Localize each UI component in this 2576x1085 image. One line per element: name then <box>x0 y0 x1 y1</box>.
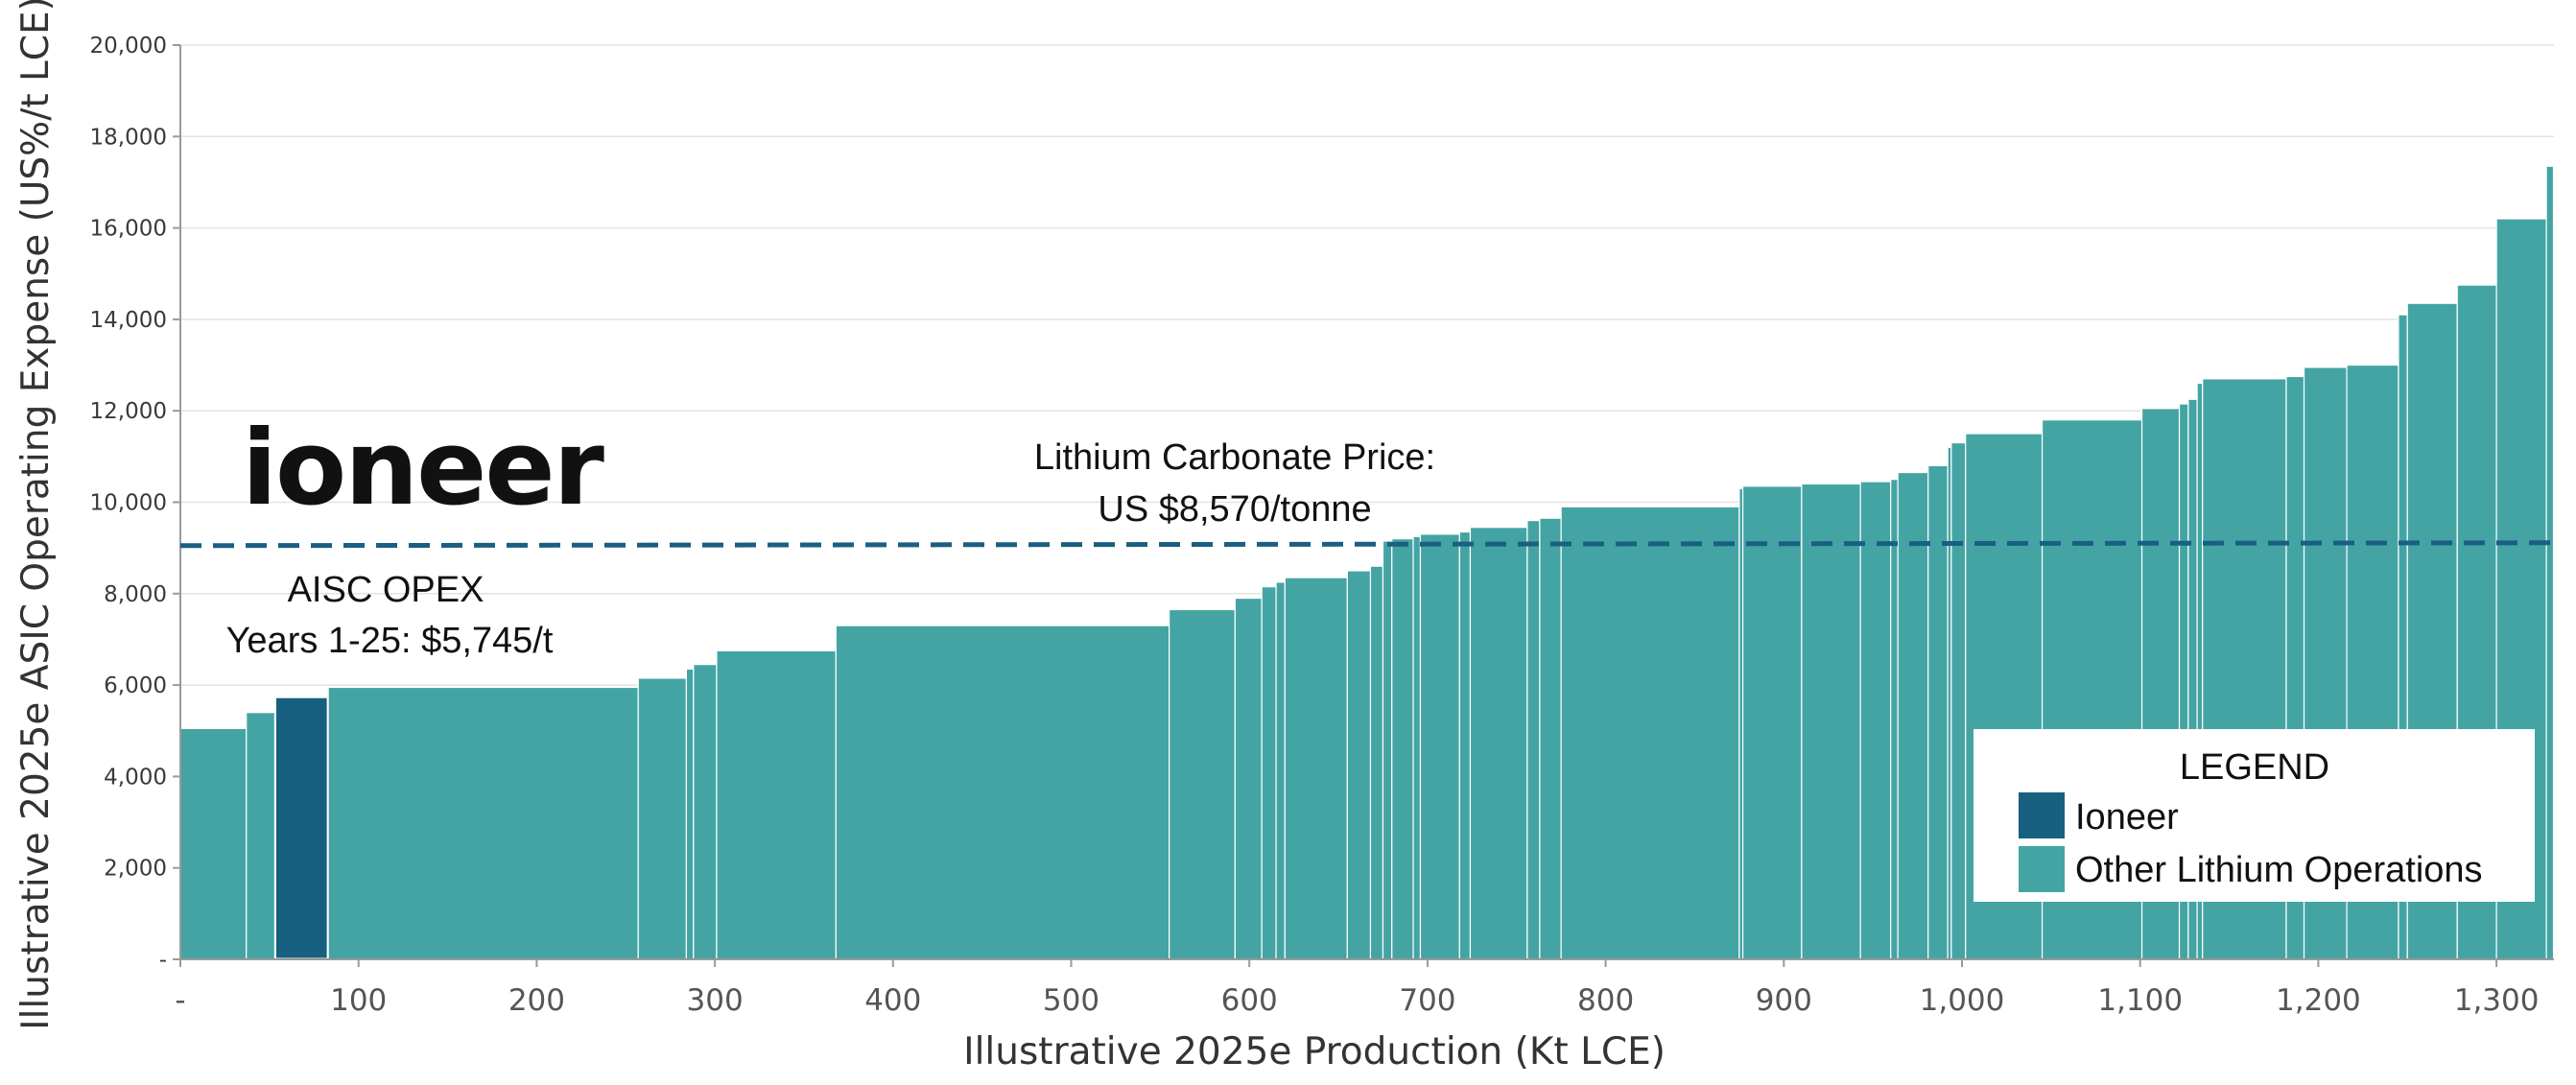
bar-other-21 <box>1526 519 1541 960</box>
bar-other-13 <box>1346 570 1372 960</box>
x-tick-label-12: 1,200 <box>2276 983 2361 1018</box>
bar-other-10 <box>1261 586 1277 960</box>
legend-title: LEGEND <box>2180 747 2329 788</box>
y-tick-label-0: - <box>159 948 167 973</box>
x-tick-label-2: 200 <box>508 983 565 1018</box>
x-tick-label-9: 900 <box>1756 983 1812 1018</box>
x-tick-label-3: 300 <box>687 983 744 1018</box>
y-tick-label-2: 4,000 <box>104 765 167 790</box>
bar-other-17 <box>1412 535 1422 960</box>
legend-label-ioneer: Ioneer <box>2075 797 2179 837</box>
ioneer-aisc-label-line1: AISC OPEX <box>288 570 484 610</box>
bar-other-29 <box>1897 471 1929 960</box>
x-tick-labels: - 100 200 300 400 500 600 700 800 900 1,000 1,100 1,… <box>175 959 2539 1018</box>
legend-box <box>1973 729 2535 902</box>
legend: LEGEND Ioneer Other Lithium Operations <box>1973 729 2535 902</box>
bar-other-11 <box>1275 581 1286 960</box>
bar-other-2 <box>327 686 639 960</box>
bars-group <box>179 165 2555 961</box>
y-tick-labels: - 2,000 4,000 6,000 8,000 10,000 12,000 14,000 1… <box>90 34 180 973</box>
x-tick-label-7: 700 <box>1399 983 1455 1018</box>
bar-other-20 <box>1469 527 1528 960</box>
bar-other-30 <box>1927 464 1949 960</box>
legend-swatch-other <box>2019 846 2065 892</box>
x-tick-label-1: 100 <box>330 983 387 1018</box>
bar-other-3 <box>637 677 687 960</box>
bar-other-5 <box>693 664 718 960</box>
bar-other-27 <box>1859 481 1892 960</box>
x-tick-label-5: 500 <box>1043 983 1099 1018</box>
bar-other-16 <box>1391 538 1414 960</box>
bar-other-14 <box>1369 565 1384 960</box>
y-axis-title: Illustrative 2025e ASIC Operating Expens… <box>14 0 58 1030</box>
y-tick-label-6: 12,000 <box>90 399 167 424</box>
x-tick-label-4: 400 <box>864 983 921 1018</box>
x-tick-label-10: 1,000 <box>1920 983 2005 1018</box>
y-tick-label-4: 8,000 <box>104 582 167 607</box>
y-tick-label-3: 6,000 <box>104 673 167 698</box>
x-axis-title: Illustrative 2025e Production (Kt LCE) <box>963 1030 1666 1073</box>
x-tick-label-11: 1,100 <box>2097 983 2183 1018</box>
ioneer-aisc-label-line2: Years 1-25: $5,745/t <box>226 621 554 661</box>
bar-other-22 <box>1539 517 1562 960</box>
bar-other-26 <box>1801 483 1861 960</box>
bar-other-15 <box>1382 540 1393 960</box>
bar-other-8 <box>1169 608 1236 960</box>
bar-other-19 <box>1458 531 1472 960</box>
bar-other-7 <box>835 625 1170 960</box>
ioneer-logo: ioneer <box>242 409 604 529</box>
x-tick-label-0: - <box>175 983 185 1018</box>
bar-other-47 <box>2545 165 2555 960</box>
y-tick-label-1: 2,000 <box>104 857 167 882</box>
bar-other-12 <box>1284 577 1348 960</box>
y-tick-label-10: 20,000 <box>90 34 167 59</box>
bar-other-9 <box>1234 597 1263 960</box>
x-tick-label-8: 800 <box>1577 983 1634 1018</box>
lithium-price-line <box>179 540 2555 549</box>
legend-label-other: Other Lithium Operations <box>2075 850 2483 890</box>
price-label-line2: US $8,570/tonne <box>1098 489 1371 530</box>
y-tick-label-9: 18,000 <box>90 125 167 150</box>
bar-other-23 <box>1560 506 1740 960</box>
y-tick-label-8: 16,000 <box>90 217 167 242</box>
price-label-line1: Lithium Carbonate Price: <box>1034 437 1435 478</box>
legend-swatch-ioneer <box>2019 792 2065 838</box>
bar-other-25 <box>1741 485 1803 960</box>
y-tick-label-5: 10,000 <box>90 491 167 516</box>
bar-other-6 <box>716 649 837 960</box>
bar-other-4 <box>685 668 695 960</box>
bar-other-18 <box>1419 533 1460 960</box>
bar-ioneer-0 <box>272 695 330 961</box>
bar-other-32 <box>1950 441 1967 960</box>
bar-other-0 <box>179 727 248 960</box>
bar-other-1 <box>246 712 276 960</box>
x-tick-label-6: 600 <box>1221 983 1278 1018</box>
x-tick-label-13: 1,300 <box>2454 983 2540 1018</box>
bar-other-28 <box>1890 479 1899 960</box>
y-tick-label-7: 14,000 <box>90 308 167 333</box>
